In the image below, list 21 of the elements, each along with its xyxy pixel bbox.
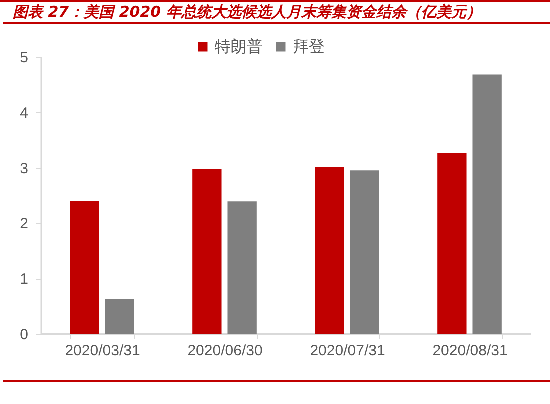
- x-tick-label: 2020/07/31: [310, 342, 386, 360]
- chart-title: 图表 27：美国 2020 年总统大选候选人月末筹集资金结余（亿美元）: [13, 3, 482, 22]
- x-tick-label: 2020/06/30: [188, 342, 263, 360]
- bar: [105, 299, 134, 334]
- legend-label: 特朗普: [215, 38, 263, 56]
- bar: [472, 74, 502, 334]
- y-tick-label: 2: [20, 216, 28, 233]
- y-tick-label: 0: [20, 326, 28, 344]
- bar: [70, 201, 100, 334]
- bar: [228, 202, 257, 334]
- bar: [315, 167, 344, 334]
- bar: [350, 170, 380, 334]
- bar: [192, 169, 222, 334]
- x-tick-label: 2020/03/31: [65, 342, 140, 360]
- bar: [438, 153, 467, 334]
- y-tick-label: 5: [20, 50, 28, 66]
- legend-label: 拜登: [293, 39, 325, 56]
- y-tick-label: 4: [20, 104, 28, 122]
- y-tick-label: 3: [20, 160, 28, 178]
- y-tick-label: 1: [20, 271, 28, 288]
- x-tick-label: 2020/08/31: [432, 342, 508, 360]
